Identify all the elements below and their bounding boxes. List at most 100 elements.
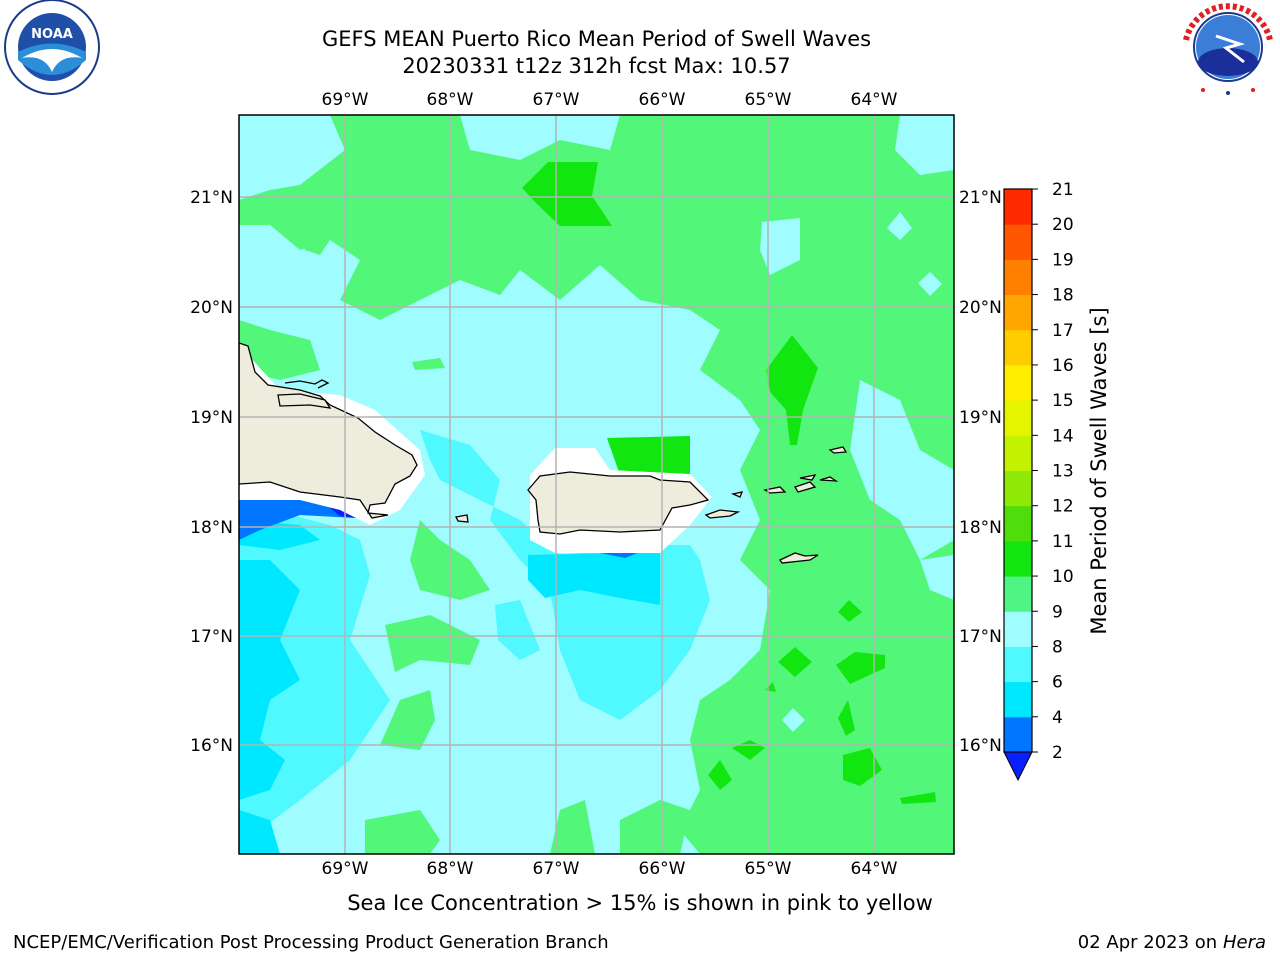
contour-9-10s	[380, 690, 435, 750]
colorbar-tick-label: 12	[1052, 497, 1074, 517]
colorbar-tick-label: 13	[1052, 462, 1074, 482]
contour-8-9s	[782, 708, 805, 732]
colorbar-tick-label: 21	[1052, 180, 1074, 200]
contour-8-9s	[887, 212, 912, 240]
colorbar-tick-label: 4	[1052, 708, 1063, 728]
lat-label-left: 18°N	[190, 518, 233, 538]
land-tortuga	[284, 379, 330, 389]
contour-9-10s	[300, 212, 335, 255]
contour-9-10s	[550, 800, 595, 854]
contour-8-9s	[760, 218, 800, 275]
lon-label-top: 68°W	[427, 90, 474, 110]
lon-label-bottom: 65°W	[745, 859, 792, 879]
land-vieques	[704, 509, 741, 519]
lat-label-right: 21°N	[959, 188, 1002, 208]
colorbar-segment	[1004, 329, 1032, 366]
map-frame	[238, 114, 955, 855]
colorbar-tick-label: 19	[1052, 250, 1074, 270]
contour-10-11s	[708, 760, 732, 790]
contour-10-11s	[900, 792, 936, 804]
lat-label-right: 20°N	[959, 298, 1002, 318]
noaa-logo-text: NOAA	[31, 27, 73, 42]
colorbar-tick-label: 8	[1052, 637, 1063, 657]
colorbar-tick-label: 16	[1052, 356, 1074, 376]
colorbar-segment	[1004, 435, 1032, 471]
contour-8-9s	[239, 115, 345, 200]
colorbar-tick-label: 14	[1052, 426, 1074, 446]
contour-8-9s	[850, 380, 954, 560]
contour-10-11s	[778, 647, 812, 677]
lat-label-right: 16°N	[959, 736, 1002, 756]
contour-9-10s	[620, 800, 690, 854]
lat-label-left: 19°N	[190, 408, 233, 428]
colorbar-tick-label: 6	[1052, 673, 1063, 693]
colorbar: 2 4 6 8 9 10 11 12 13 14 15 16 17 18 19 20 21	[1003, 180, 1074, 782]
plot-title: GEFS MEAN Puerto Rico Mean Period of Swe…	[321, 27, 872, 51]
contour-4-6s	[239, 810, 280, 854]
map-panel	[239, 115, 954, 854]
lat-label-left: 21°N	[190, 188, 233, 208]
land-st-croix	[779, 552, 819, 564]
contour-8-9s	[895, 115, 954, 175]
colorbar-segment	[1004, 294, 1032, 331]
colorbar-segment	[1004, 259, 1032, 296]
credit-branch: NCEP/EMC/Verification Post Processing Pr…	[13, 932, 609, 953]
contour-9-10s	[385, 615, 480, 672]
lat-label-left: 16°N	[190, 736, 233, 756]
contour-4-6s	[528, 552, 660, 605]
contour-9-10s	[365, 810, 440, 854]
lat-label-right: 19°N	[959, 408, 1002, 428]
colorbar-segment	[1004, 576, 1032, 612]
colorbar-segment	[1004, 611, 1032, 647]
contour-8-9s	[920, 555, 954, 600]
contour-10-11s	[836, 652, 885, 684]
contour-9-10s	[239, 320, 320, 380]
contour-8-9s	[918, 272, 942, 296]
contour-8-9s	[460, 115, 620, 160]
colorbar-tick-label: 20	[1052, 215, 1074, 235]
colorbar-label: Mean Period of Swell Waves [s]	[1087, 307, 1111, 634]
lon-label-bottom: 67°W	[533, 859, 580, 879]
lon-label-top: 66°W	[639, 90, 686, 110]
colorbar-segment	[1004, 646, 1032, 683]
credit-date: 02 Apr 2023 on Hera	[1078, 932, 1266, 953]
colorbar-segment	[1004, 189, 1032, 225]
credit-date-text: 02 Apr 2023 on	[1077, 932, 1223, 953]
plot-subtitle: 20230331 t12z 312h fcst Max: 10.57	[402, 54, 791, 78]
lon-label-top: 67°W	[533, 90, 580, 110]
lon-label-bottom: 69°W	[322, 859, 369, 879]
lon-label-top: 64°W	[851, 90, 898, 110]
colorbar-segment	[1004, 224, 1032, 260]
contour-2-4s	[239, 500, 356, 540]
land-virgin-islands	[730, 446, 848, 498]
contour-6-8s	[495, 600, 540, 660]
lon-label-bottom: 68°W	[427, 859, 474, 879]
colorbar-tick-label: 17	[1052, 321, 1074, 341]
lat-label-right: 17°N	[959, 627, 1002, 647]
sea-ice-note: Sea Ice Concentration > 15% is shown in …	[347, 891, 933, 915]
lat-label-left: 17°N	[190, 627, 233, 647]
lon-label-bottom: 64°W	[851, 859, 898, 879]
colorbar-tick-label: 11	[1052, 532, 1074, 552]
graticule	[239, 115, 954, 854]
colorbar-segment	[1004, 364, 1032, 401]
noaa-logo-icon: NOAA	[4, 0, 100, 95]
land-hispaniola	[239, 342, 418, 519]
colorbar-segment	[1004, 400, 1032, 436]
colorbar-tick-label: 18	[1052, 286, 1074, 306]
colorbar-tick-label: 2	[1052, 743, 1063, 763]
contour-10-11s	[522, 162, 612, 226]
contour-10-11s	[838, 700, 855, 736]
colorbar-tick-label: 10	[1052, 567, 1074, 587]
lat-label-right: 18°N	[959, 518, 1002, 538]
land-mona-island	[455, 514, 469, 523]
land-puerto-rico	[527, 471, 710, 535]
colorbar-extend-min	[1003, 751, 1033, 782]
colorbar-tick-label: 15	[1052, 391, 1074, 411]
nws-logo-icon	[1182, 1, 1274, 95]
contour-10-11s	[766, 335, 818, 445]
lon-label-top: 69°W	[322, 90, 369, 110]
credit-machine: Hera	[1222, 932, 1266, 953]
colorbar-segment	[1004, 505, 1032, 542]
